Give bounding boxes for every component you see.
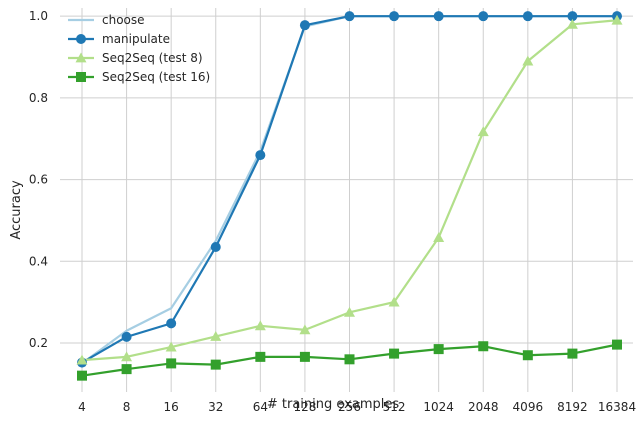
data-point-seq2seq-test-8 [165,341,177,352]
data-point-seq2seq-test-16 [255,351,266,362]
x-axis-label: # training examples [267,397,399,412]
x-tick-label: 1024 [423,400,454,414]
legend-label: choose [102,13,145,27]
legend-item-manipulate: manipulate [68,32,170,46]
data-point-seq2seq-test-16 [166,358,177,369]
x-tick-label: 256 [338,400,361,414]
legend-label: manipulate [102,32,170,46]
data-point-seq2seq-test-8 [76,354,88,365]
legend-item-choose: choose [68,13,145,27]
data-point-manipulate [210,241,221,252]
data-point-seq2seq-test-8 [254,320,266,331]
legend: choose manipulate Seq2Seq (test 8) Seq2Seq … [68,13,210,84]
y-tick-label: 0.4 [29,254,48,268]
data-point-seq2seq-test-8 [299,324,311,335]
data-point-seq2seq-test-8 [566,18,578,29]
series-markers [76,11,623,381]
data-point-manipulate [299,20,310,31]
x-tick-label: 8192 [557,400,588,414]
data-point-manipulate [121,331,132,342]
data-point-manipulate [166,318,177,329]
tick-labels: 4 8 16 32 64 128 256 512 1024 2048 4096 8192 16384 0.… [29,9,636,414]
data-point-manipulate [433,11,444,22]
x-tick-label: 32 [208,400,223,414]
data-point-seq2seq-test-8 [210,330,222,341]
legend-swatch-marker [75,52,87,63]
data-point-manipulate [522,11,533,22]
data-point-seq2seq-test-16 [389,348,400,359]
legend-swatch-marker [76,34,86,44]
data-point-seq2seq-test-8 [477,126,489,137]
legend-label: Seq2Seq (test 16) [102,70,210,84]
y-tick-label: 0.8 [29,91,48,105]
x-tick-label: 2048 [468,400,499,414]
data-point-seq2seq-test-16 [210,359,221,370]
data-point-manipulate [567,11,578,22]
x-tick-label: 4096 [513,400,544,414]
x-tick-label: 64 [253,400,268,414]
data-point-seq2seq-test-16 [612,339,622,350]
data-point-seq2seq-test-16 [344,354,355,365]
legend-item-seq2seq-test-8: Seq2Seq (test 8) [68,51,203,65]
legend-item-seq2seq-test-16: Seq2Seq (test 16) [68,70,210,84]
x-tick-label: 16 [164,400,179,414]
data-point-manipulate [478,11,489,22]
data-point-seq2seq-test-8 [433,232,445,242]
y-axis-label: Accuracy [9,180,24,240]
grid [60,8,633,392]
x-tick-label: 4 [78,400,86,414]
x-tick-label: 16384 [598,400,636,414]
y-tick-label: 1.0 [29,9,48,23]
x-tick-label: 8 [123,400,131,414]
y-tick-label: 0.6 [29,173,48,187]
data-point-seq2seq-test-16 [77,370,87,381]
data-point-seq2seq-test-8 [121,351,133,362]
y-tick-label: 0.2 [29,336,48,350]
x-tick-label: 128 [293,400,316,414]
data-point-seq2seq-test-16 [121,364,132,375]
data-point-seq2seq-test-16 [299,351,310,362]
data-point-seq2seq-test-8 [522,55,534,66]
legend-label: Seq2Seq (test 8) [102,51,203,65]
data-point-seq2seq-test-8 [344,306,355,317]
data-point-seq2seq-test-16 [433,344,444,355]
data-point-manipulate [255,150,266,161]
data-point-seq2seq-test-8 [611,14,623,25]
data-point-seq2seq-test-16 [478,341,489,352]
data-point-seq2seq-test-8 [388,296,400,307]
data-point-manipulate [344,11,355,22]
data-point-seq2seq-test-16 [567,348,578,359]
data-point-seq2seq-test-16 [522,350,533,361]
x-tick-label: 512 [383,400,406,414]
legend-swatch-marker [76,72,86,82]
data-point-manipulate [389,11,400,22]
